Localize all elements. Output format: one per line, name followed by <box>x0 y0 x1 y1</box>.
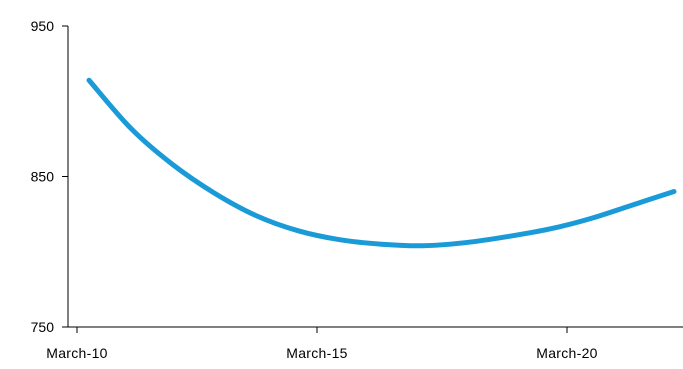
plot-area <box>86 77 677 249</box>
data-point <box>337 237 342 242</box>
data-point <box>170 162 175 167</box>
x-tick-label: March-10 <box>46 345 108 361</box>
y-tick-label: 750 <box>31 319 55 335</box>
data-point <box>254 213 259 218</box>
axes: 750 850 950 March-10 March-15 March-20 <box>31 18 683 361</box>
data-point <box>588 216 593 221</box>
series-line <box>86 77 677 249</box>
data-point <box>672 189 677 194</box>
data-point <box>546 227 551 232</box>
y-tick-label: 850 <box>31 169 55 185</box>
data-point <box>463 240 468 245</box>
data-point <box>128 126 133 131</box>
data-point <box>504 234 509 239</box>
data-point <box>295 228 300 233</box>
x-tick-label: March-15 <box>286 345 348 361</box>
data-point <box>421 243 426 248</box>
y-tick-label: 950 <box>31 18 55 34</box>
data-point <box>87 78 92 83</box>
data-point <box>212 191 217 196</box>
x-tick-label: March-20 <box>536 345 598 361</box>
data-point <box>379 242 384 247</box>
data-point <box>630 203 635 208</box>
